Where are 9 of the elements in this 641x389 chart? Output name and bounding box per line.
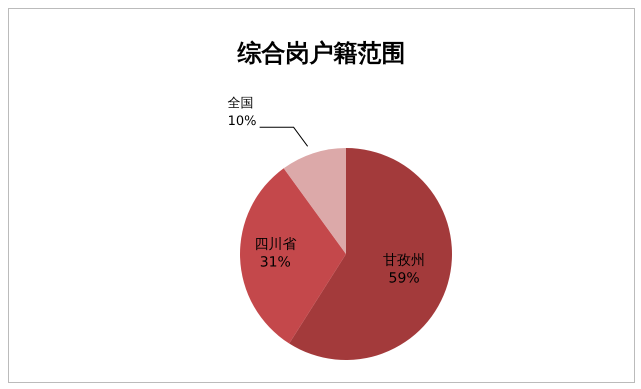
data-label: 10% (228, 114, 257, 130)
slice-label: 甘孜州 (383, 252, 426, 269)
data-label: 31% (260, 254, 291, 270)
slice-label: 四川省 (254, 236, 296, 252)
pie-slice (240, 168, 346, 344)
slice-label: 全国 (228, 96, 254, 111)
data-label: 59% (388, 270, 420, 287)
pie-slice (284, 148, 346, 254)
chart-title: 综合岗户籍范围 (236, 37, 406, 69)
